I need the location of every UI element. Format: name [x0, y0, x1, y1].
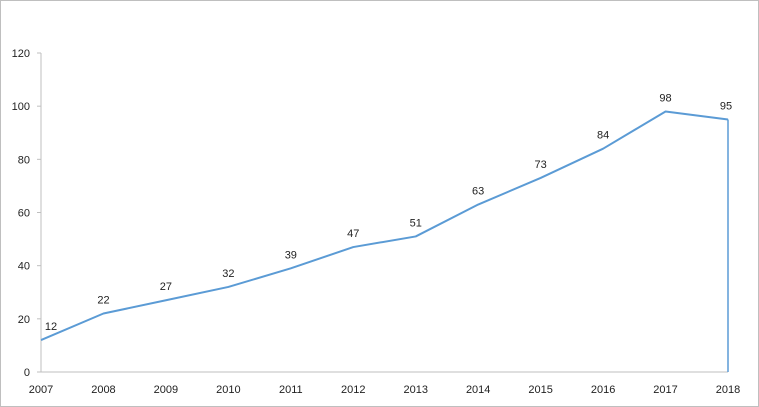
- data-label: 84: [597, 130, 609, 142]
- y-tick-label: 120: [12, 48, 30, 60]
- data-label: 22: [97, 295, 109, 307]
- y-tick-label: 20: [18, 314, 30, 326]
- x-tick-label: 2011: [279, 384, 303, 396]
- x-tick-label: 2017: [653, 384, 677, 396]
- data-label: 73: [535, 159, 547, 171]
- x-tick-label: 2008: [91, 384, 115, 396]
- data-label: 12: [45, 321, 57, 333]
- data-label: 47: [347, 228, 359, 240]
- x-tick-label: 2014: [466, 384, 490, 396]
- data-labels: 12 22 27 32 39 47 51 63 73 84 98 95: [45, 92, 732, 333]
- series-line: [40, 110, 729, 342]
- y-tick-label: 40: [18, 261, 30, 273]
- data-label: 63: [472, 186, 484, 198]
- y-axis: 0 20 40 60 80 100 120: [12, 48, 42, 379]
- data-label: 95: [720, 100, 732, 112]
- x-tick-label: 2012: [341, 384, 365, 396]
- y-tick-label: 100: [12, 101, 30, 113]
- data-label: 32: [222, 268, 234, 280]
- x-tick-label: 2010: [216, 384, 240, 396]
- y-tick-label: 60: [18, 208, 30, 220]
- series: [40, 110, 729, 372]
- x-tick-label: 2009: [154, 384, 178, 396]
- x-axis: 2007 2008 2009 2010 2011 2012 2013 2014 2015 2016…: [29, 371, 740, 396]
- x-tick-label: 2018: [716, 384, 740, 396]
- x-tick-label: 2015: [528, 384, 552, 396]
- x-tick-label: 2013: [403, 384, 427, 396]
- x-tick-label: 2007: [29, 384, 53, 396]
- data-label: 51: [410, 217, 422, 229]
- y-tick-label: 0: [24, 367, 30, 379]
- data-label: 27: [160, 281, 172, 293]
- x-tick-label: 2016: [591, 384, 615, 396]
- data-label: 98: [659, 92, 671, 104]
- y-tick-label: 80: [18, 154, 30, 166]
- data-label: 39: [285, 249, 297, 261]
